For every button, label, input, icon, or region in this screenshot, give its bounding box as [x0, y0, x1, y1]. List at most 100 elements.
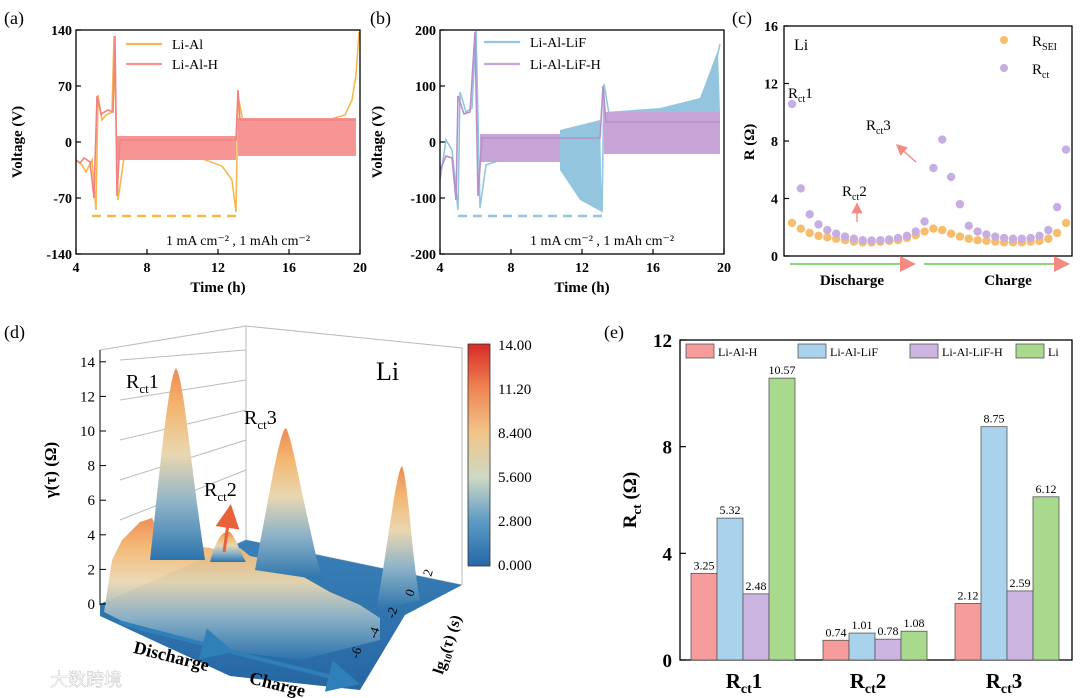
- xlabel-c-discharge: Discharge: [820, 273, 884, 289]
- scatter-point-r-ct: [876, 235, 885, 245]
- scatter-point-r-sei: [787, 218, 797, 228]
- tau-tick-label: 0: [402, 587, 418, 598]
- scatter-point-r-ct: [1052, 202, 1062, 212]
- surface-peak-rct3: [255, 428, 322, 580]
- band-li-al-h-charge: [238, 118, 356, 156]
- scatter-point-r-sei: [1061, 218, 1071, 228]
- scatter-point-r-ct: [955, 200, 965, 209]
- ztick-label: 14: [80, 355, 96, 371]
- ytick-label: 12: [764, 78, 778, 93]
- xlabel-b: Time (h): [554, 280, 609, 296]
- legend-marker-rct: [1000, 64, 1008, 72]
- xtick-label: 16: [282, 261, 296, 276]
- band-li-al-lif-tail: [560, 120, 602, 212]
- arrow-d-rct2: [215, 504, 240, 553]
- ytick-label: 12: [653, 331, 672, 352]
- ztick-label: 12: [80, 389, 95, 405]
- bar-li-al-lif-rct2: [848, 632, 876, 661]
- panel-label-b: (b): [370, 8, 391, 29]
- x-ticks-b: 4 8 12 16 20: [437, 249, 731, 276]
- scatter-point-r-sei: [814, 231, 823, 241]
- ytick-label: 4: [771, 193, 778, 208]
- corner-label-d: Li: [376, 357, 399, 386]
- y-ticks-e: 0 4 8 12: [653, 331, 686, 672]
- scatter-point-r-sei: [823, 233, 832, 242]
- charge-arrow-d: [231, 650, 360, 692]
- ylabel-c: R (Ω): [742, 124, 758, 161]
- xtick-label: 20: [353, 261, 367, 276]
- scatter-point-r-ct: [946, 172, 956, 182]
- scatter-point-r-ct: [1044, 225, 1053, 235]
- scatter-point-r-ct: [929, 163, 938, 173]
- bar-value-label: 2.59: [1010, 576, 1031, 590]
- xlabel-a: Time (h): [190, 280, 245, 296]
- legend-e: Li-Al-H Li-Al-LiF Li-Al-LiF-H Li: [685, 343, 1059, 359]
- panel-a-traces: [75, 31, 360, 218]
- scatter-point-r-ct: [991, 232, 1000, 241]
- bar-value-label: 5.32: [720, 503, 741, 517]
- bar-li-al-lif-h-rct3: [1006, 590, 1034, 661]
- z-ticks-d: 0 2 4 6 8 10 12 14: [80, 355, 106, 613]
- colorbar-tick-label: 0.000: [498, 558, 532, 574]
- watermark: 大数跨境: [11, 670, 122, 691]
- xtick-label: 20: [717, 261, 731, 276]
- ylabel-b: Voltage (V): [370, 106, 386, 178]
- ytick-label: -100: [410, 192, 436, 207]
- annotation-c-rct3: Rct3: [866, 118, 891, 137]
- panel-b: (b) -200 -100 0 100 200 4 8 12 16 20 Voltage (V)…: [370, 8, 731, 296]
- bar-value-label: 1.08: [904, 616, 925, 630]
- ztick-label: 10: [80, 424, 95, 440]
- bar-li-rct3: [1032, 496, 1060, 661]
- colorbar-tick-label: 5.600: [498, 470, 532, 486]
- tau-ticks-d: 20-2-4-6: [347, 567, 436, 660]
- discharge-arrow-d: [117, 620, 234, 660]
- corner-label-c: Li: [794, 37, 809, 54]
- xtick-label: 4: [73, 261, 80, 276]
- ztick-label: 4: [88, 528, 96, 544]
- panel-label-d: (d): [4, 322, 25, 343]
- bar-value-label: 2.12: [958, 588, 979, 602]
- scatter-point-r-ct: [893, 233, 903, 243]
- legend-label: Li-Al-H: [718, 345, 758, 359]
- scatter-points-c: [787, 99, 1071, 247]
- xtick-label: 4: [437, 261, 444, 276]
- bar-value-label: 2.48: [746, 579, 767, 593]
- bars-e: 3.25 5.32 2.48 10.57 0.74 1.01 0.78 1.08 2.12 8.7…: [690, 363, 1060, 661]
- surface-peak-rct1: [150, 368, 205, 560]
- legend-label-li-al: Li-Al: [172, 38, 203, 53]
- bar-li-rct1: [768, 377, 796, 661]
- category-label-rct1: Rct1: [726, 669, 763, 697]
- scatter-point-r-sei: [955, 232, 965, 241]
- tau-tick-label: -2: [383, 605, 401, 620]
- panel-a: (a) -140 -70 0 70 140 4 8 12 16 20 Voltage (V) T…: [4, 8, 367, 296]
- y-ticks-c: 0 4 8 12 16: [764, 20, 789, 265]
- panel-label-c: (c): [732, 8, 752, 29]
- bar-value-label: 6.12: [1036, 482, 1057, 496]
- panel-label-a: (a): [4, 8, 24, 29]
- scatter-point-r-ct: [831, 229, 841, 238]
- ytick-label: 0: [65, 136, 72, 151]
- ytick-label: 16: [764, 20, 778, 35]
- scatter-point-r-ct: [911, 227, 920, 236]
- xlabel-c-charge: Charge: [984, 273, 1032, 289]
- legend-label-li-al-h: Li-Al-H: [172, 58, 218, 73]
- scatter-point-r-sei: [1044, 234, 1053, 243]
- scatter-point-r-ct: [920, 217, 929, 226]
- legend-label: Li: [1048, 345, 1059, 359]
- ylabel-a: Voltage (V): [10, 106, 26, 178]
- ytick-label: 8: [771, 135, 778, 150]
- scatter-point-r-sei: [929, 224, 938, 233]
- bar-value-label: 8.75: [984, 412, 1005, 426]
- ytick-label: -140: [46, 248, 72, 263]
- tau-tick-label: 2: [420, 567, 436, 578]
- xtick-label: 12: [211, 261, 225, 276]
- tau-tick-label: -6: [347, 645, 365, 660]
- bar-value-label: 10.57: [769, 363, 796, 377]
- scatter-point-r-sei: [973, 235, 982, 245]
- ytick-label: 100: [415, 80, 436, 95]
- y-ticks-a: -140 -70 0 70 140: [46, 24, 81, 263]
- bar-li-rct2: [900, 630, 928, 661]
